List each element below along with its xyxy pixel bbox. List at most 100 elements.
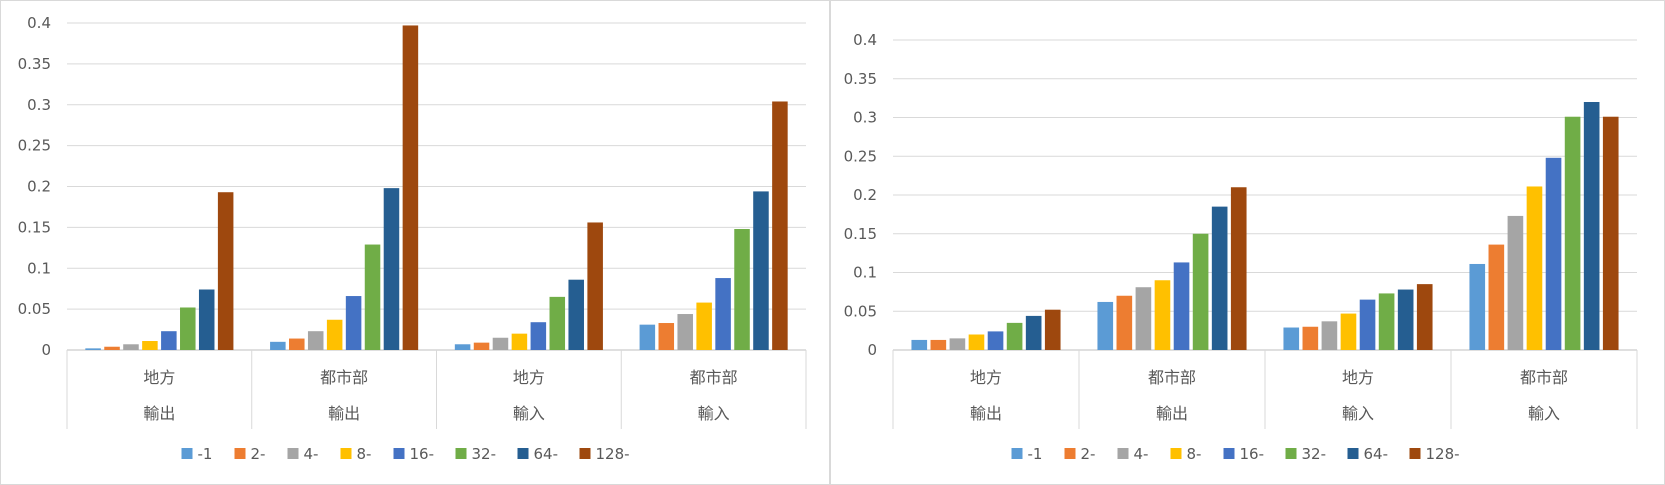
y-tick-label: 0: [41, 341, 51, 359]
legend-label: 128-: [1426, 445, 1460, 463]
chart-panel-right: 0 0.05 0.1 0.15 0.2 0.25 0.3 0.35 0.4 地方 輸出 都市部 輸出 地方…: [830, 0, 1665, 485]
bar: [1283, 327, 1300, 350]
category-group-label: 輸入: [1342, 404, 1374, 423]
bar: [492, 337, 509, 350]
bar: [217, 192, 234, 350]
bar: [1488, 244, 1505, 350]
y-tick-label: 0.15: [18, 218, 51, 236]
legend-swatch: [287, 448, 299, 459]
bar: [753, 191, 769, 350]
bar: [1602, 116, 1619, 350]
legend-item: 16-: [393, 445, 435, 463]
bar: [1302, 326, 1319, 350]
bar: [473, 342, 490, 350]
legend-label: 32-: [1302, 445, 1327, 463]
legend-label: 2-: [251, 445, 266, 463]
legend-swatch: [340, 448, 352, 459]
y-tick-label: 0.25: [18, 137, 51, 155]
legend-item: 128-: [1409, 445, 1460, 463]
bar: [1397, 289, 1414, 350]
bar: [1135, 287, 1152, 350]
y-tick-label: 0: [867, 341, 877, 359]
bar: [326, 319, 343, 350]
legend-item: 32-: [1285, 445, 1327, 463]
y-tick-label: 0.05: [844, 302, 877, 320]
bar: [968, 334, 985, 350]
legend-swatch: [234, 448, 246, 459]
bar: [180, 307, 196, 350]
category-group-label: 輸入: [513, 404, 545, 423]
bar: [734, 229, 750, 350]
legend-swatch: [393, 448, 405, 459]
bar: [402, 25, 419, 350]
category-group-label: 輸入: [698, 404, 730, 423]
category-label: 地方: [1342, 368, 1374, 387]
category-group-label: 輸出: [1156, 404, 1188, 423]
legend-label: -1: [198, 445, 213, 463]
legend-item: 8-: [1170, 445, 1202, 463]
bar: [104, 346, 120, 350]
y-tick-label: 0.05: [18, 300, 51, 318]
category-group-label: 輸入: [1528, 404, 1560, 423]
bar: [1340, 313, 1357, 350]
bar: [1211, 206, 1228, 350]
category-label: 地方: [970, 368, 1002, 387]
legend-swatch: [181, 448, 193, 459]
legend-swatch: [1347, 448, 1359, 459]
legend-item: -1: [181, 445, 213, 463]
bar: [549, 296, 566, 350]
bar: [1097, 301, 1114, 350]
legend-item: 2-: [1064, 445, 1095, 463]
bar: [307, 331, 324, 350]
category-label: 都市部: [320, 368, 368, 387]
legend-swatch: [1285, 448, 1297, 459]
bar: [1006, 322, 1023, 350]
legend-swatch: [455, 448, 467, 459]
bar: [1507, 215, 1524, 350]
legend-label: 8-: [1187, 445, 1202, 463]
category-label: 地方: [513, 368, 545, 387]
category-label: 都市部: [1520, 368, 1568, 387]
legend-item: 32-: [455, 445, 496, 463]
bar: [639, 324, 656, 350]
legend-item: 128-: [579, 445, 630, 463]
bar: [911, 339, 928, 350]
bar: [1173, 262, 1190, 350]
legend-item: 64-: [517, 445, 558, 463]
bar: [658, 323, 675, 350]
y-tick-label: 0.3: [853, 109, 877, 127]
y-tick-label: 0.4: [27, 14, 51, 32]
bar: [1416, 284, 1433, 350]
legend-item: 4-: [1117, 445, 1148, 463]
y-tick-label: 0.2: [27, 178, 51, 196]
chart-panel-left: 0 0.05 0.1 0.15 0.2 0.25 0.3 0.35 0.4 地方 輸出 都市部 輸出 地方…: [0, 0, 830, 485]
bar: [772, 101, 788, 350]
legend-item: 4-: [287, 445, 318, 463]
bar: [383, 188, 400, 350]
bar: [930, 339, 947, 350]
bar: [454, 344, 471, 350]
bar: [530, 322, 547, 350]
legend-label: 16-: [1240, 445, 1265, 463]
bar: [1378, 293, 1395, 350]
legend-swatch: [517, 448, 529, 459]
legend-label: 8-: [357, 445, 372, 463]
bar: [1230, 187, 1247, 350]
bar: [123, 344, 139, 350]
bar: [1154, 280, 1171, 350]
bar: [1469, 263, 1486, 350]
bar: [364, 244, 381, 350]
bar: [587, 222, 603, 350]
bar: [1564, 116, 1581, 350]
category-label: 都市部: [690, 368, 738, 387]
y-tick-label: 0.3: [27, 96, 51, 114]
legend-label: 16-: [410, 445, 435, 463]
category-group-label: 輸出: [328, 404, 360, 423]
bar: [1526, 186, 1543, 350]
bar: [1321, 321, 1338, 350]
y-tick-label: 0.1: [27, 259, 51, 277]
legend-item: 2-: [234, 445, 266, 463]
bar: [1583, 102, 1600, 350]
bar: [1192, 233, 1209, 350]
bar: [715, 278, 731, 350]
